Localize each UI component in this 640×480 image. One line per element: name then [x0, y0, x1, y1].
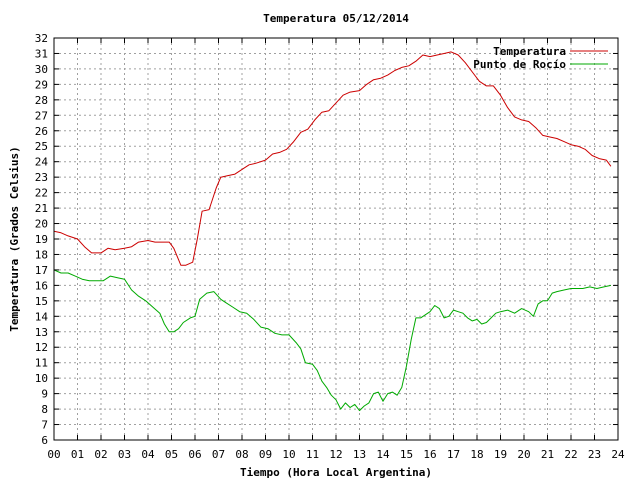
x-tick-label: 22 [564, 448, 577, 461]
y-tick-label: 24 [35, 156, 49, 169]
y-tick-label: 7 [41, 419, 48, 432]
x-tick-label: 01 [71, 448, 84, 461]
y-tick-label: 25 [35, 140, 48, 153]
y-tick-label: 31 [35, 47, 48, 60]
y-tick-label: 26 [35, 125, 48, 138]
x-tick-label: 07 [212, 448, 225, 461]
y-tick-label: 22 [35, 187, 48, 200]
x-tick-label: 11 [306, 448, 319, 461]
x-tick-label: 00 [47, 448, 60, 461]
x-tick-label: 06 [188, 448, 201, 461]
y-tick-label: 10 [35, 372, 48, 385]
series-line-temperatura [53, 51, 612, 266]
legend-label: Punto de Rocío [473, 58, 566, 71]
x-tick-label: 08 [235, 448, 248, 461]
x-tick-label: 12 [329, 448, 342, 461]
y-tick-label: 19 [35, 233, 48, 246]
y-tick-label: 27 [35, 109, 48, 122]
y-tick-label: 18 [35, 248, 48, 261]
y-tick-label: 12 [35, 341, 48, 354]
y-tick-label: 9 [41, 388, 48, 401]
x-axis-ticks: 00 01 02 03 04 05 06 07 08 09 10 11 12 13 14 15 16 17 18 19… [47, 38, 625, 461]
x-tick-label: 17 [447, 448, 460, 461]
y-tick-label: 17 [35, 264, 48, 277]
y-tick-label: 30 [35, 63, 48, 76]
y-tick-label: 8 [41, 403, 48, 416]
y-tick-label: 16 [35, 279, 48, 292]
y-tick-label: 13 [35, 326, 48, 339]
y-tick-label: 29 [35, 78, 48, 91]
x-tick-label: 19 [494, 448, 507, 461]
y-tick-label: 20 [35, 218, 48, 231]
y-tick-label: 6 [41, 434, 48, 447]
x-tick-label: 20 [517, 448, 530, 461]
y-tick-label: 21 [35, 202, 48, 215]
y-tick-label: 28 [35, 94, 48, 107]
series-line-punto-de-rocio [53, 269, 612, 412]
x-tick-label: 13 [353, 448, 366, 461]
x-tick-label: 23 [588, 448, 601, 461]
x-tick-label: 05 [165, 448, 178, 461]
x-tick-label: 02 [94, 448, 107, 461]
y-axis-label: Temperatura (Grados Celsius) [8, 146, 21, 331]
grid [54, 38, 618, 440]
y-tick-label: 11 [35, 357, 48, 370]
y-axis-ticks: 6 7 8 9 10 11 12 13 14 15 16 17 18 19 20 21 22 23 24 25 26 27… [35, 32, 618, 447]
x-tick-label: 24 [611, 448, 625, 461]
y-tick-label: 14 [35, 310, 49, 323]
y-tick-label: 23 [35, 171, 48, 184]
legend-label: Temperatura [493, 45, 566, 58]
chart-title: Temperatura 05/12/2014 [263, 12, 409, 25]
x-tick-label: 14 [376, 448, 390, 461]
x-axis-label: Tiempo (Hora Local Argentina) [240, 466, 432, 479]
x-tick-label: 21 [541, 448, 554, 461]
series-lines [53, 51, 612, 412]
x-tick-label: 03 [118, 448, 131, 461]
x-tick-label: 18 [470, 448, 483, 461]
x-tick-label: 04 [141, 448, 155, 461]
x-tick-label: 16 [423, 448, 436, 461]
x-tick-label: 15 [400, 448, 413, 461]
x-tick-label: 10 [282, 448, 295, 461]
x-tick-label: 09 [259, 448, 272, 461]
y-tick-label: 32 [35, 32, 48, 45]
y-tick-label: 15 [35, 295, 48, 308]
